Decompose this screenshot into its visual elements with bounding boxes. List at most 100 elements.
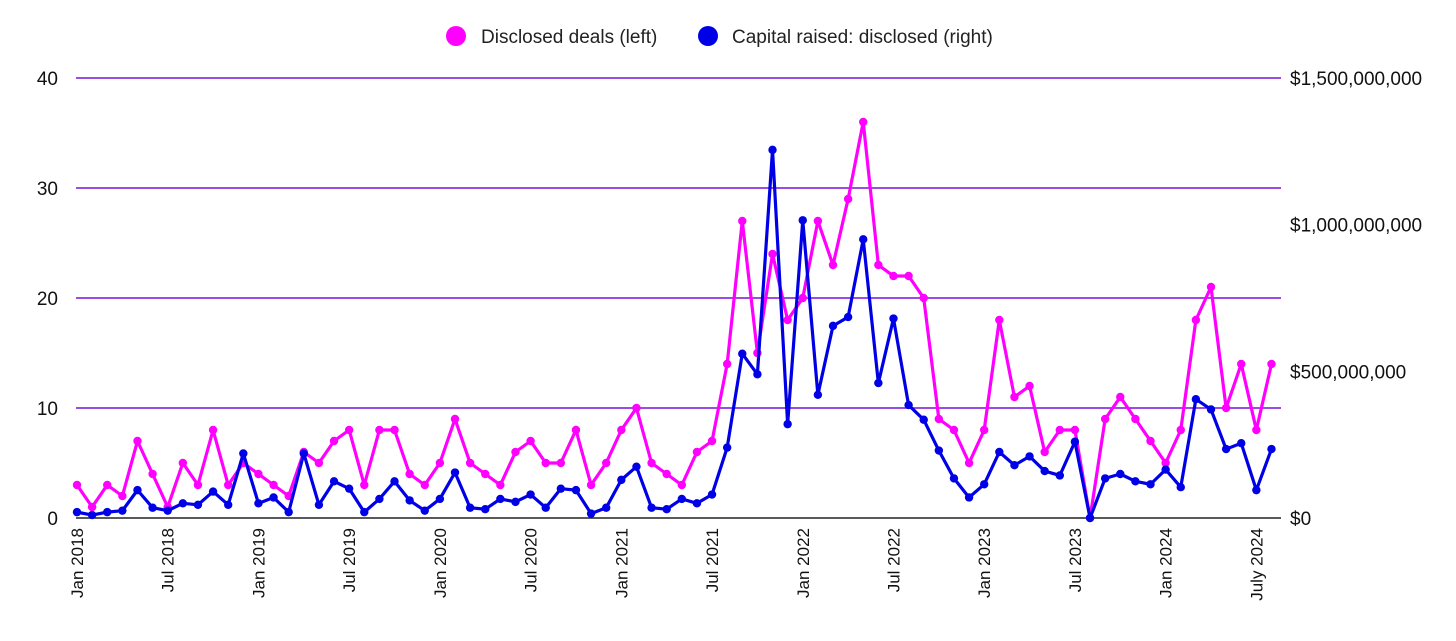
data-point [224,480,233,490]
data-point [874,260,883,270]
y-right-tick-label: $500,000,000 [1290,362,1406,383]
data-point [87,502,97,512]
y-left-tick-label: 0 [47,509,58,530]
data-point [1040,447,1049,457]
data-point [1176,425,1185,435]
data-point [420,480,429,490]
data-point [1206,405,1216,414]
data-point [329,477,339,486]
data-point [1100,414,1110,424]
data-point [450,468,460,477]
data-point [602,458,611,468]
left-axis-tick-labels: 0 10 20 30 40 [37,69,58,530]
data-point [118,506,127,515]
data-point [1070,437,1080,446]
data-point [390,477,399,486]
data-point [420,506,429,515]
data-point [647,458,656,468]
data-point [269,493,278,502]
data-point [465,458,475,468]
data-point [662,469,671,479]
data-point [738,349,747,358]
data-point [1116,469,1125,479]
y-left-tick-label: 40 [37,69,58,90]
x-tick-label: Jul 2021 [703,528,722,592]
data-point [1116,392,1125,402]
data-point [768,145,777,155]
data-point [133,485,142,495]
data-point [980,480,989,489]
data-point [511,497,520,507]
series-disclosed-deals [72,117,1276,523]
data-point [208,425,218,435]
x-tick-label: Jan 2022 [794,528,813,598]
data-point [662,505,671,514]
data-point [1025,381,1034,391]
data-point [647,503,656,512]
data-point [526,490,535,499]
data-point [919,415,928,424]
x-tick-label: Jan 2018 [68,528,87,598]
data-point [889,314,898,323]
data-point [511,447,520,457]
data-point [1040,466,1049,476]
data-point [360,507,369,517]
y-left-tick-label: 20 [37,289,58,310]
data-point [1131,477,1140,486]
data-point [481,469,490,479]
data-point [375,425,384,435]
data-point [541,503,550,512]
data-point [360,480,369,490]
data-point [677,494,686,504]
data-point [783,315,792,325]
legend-label-capital-raised: Capital raised: disclosed (right) [732,27,993,48]
data-point [193,480,203,490]
data-point [1191,395,1201,404]
data-point [435,458,445,468]
series-capital-raised [72,145,1276,523]
data-point [859,117,868,127]
data-point [178,499,188,508]
x-tick-label: Jan 2020 [431,528,450,598]
data-point [813,216,823,226]
legend-marker-capital-raised [698,26,718,46]
data-point [949,474,959,483]
data-point [1010,392,1019,402]
data-point [843,312,853,322]
data-point [1146,436,1155,446]
data-point [571,485,581,495]
series-line [75,120,1274,520]
y-left-tick-label: 10 [37,399,58,420]
data-point [1237,359,1246,369]
data-point [72,480,82,490]
data-point [1131,414,1140,424]
data-point [329,436,339,446]
data-point [1191,315,1201,325]
data-point [1010,461,1019,470]
data-point [798,216,807,225]
data-point [465,503,475,512]
data-point [980,425,989,435]
data-point [344,425,354,435]
data-point [874,378,883,388]
data-point [783,419,792,429]
data-point [1100,474,1110,483]
x-tick-label: July 2024 [1247,528,1266,601]
data-point [481,505,490,514]
data-point [632,462,641,471]
legend: Disclosed deals (left) Capital raised: d… [446,26,993,48]
data-point [269,480,278,490]
x-tick-label: Jul 2023 [1066,528,1085,592]
data-point [843,194,853,204]
data-point [1252,485,1261,495]
data-point [949,425,959,435]
data-point [390,425,399,435]
data-point [692,447,702,457]
x-tick-label: Jan 2023 [975,528,994,598]
x-tick-label: Jul 2018 [159,528,178,592]
data-point [118,491,127,501]
right-axis-tick-labels: $0 $500,000,000 $1,000,000,000 $1,500,000,0… [1290,69,1422,530]
data-point [904,271,913,281]
data-point [1221,444,1231,454]
data-point [617,475,626,485]
